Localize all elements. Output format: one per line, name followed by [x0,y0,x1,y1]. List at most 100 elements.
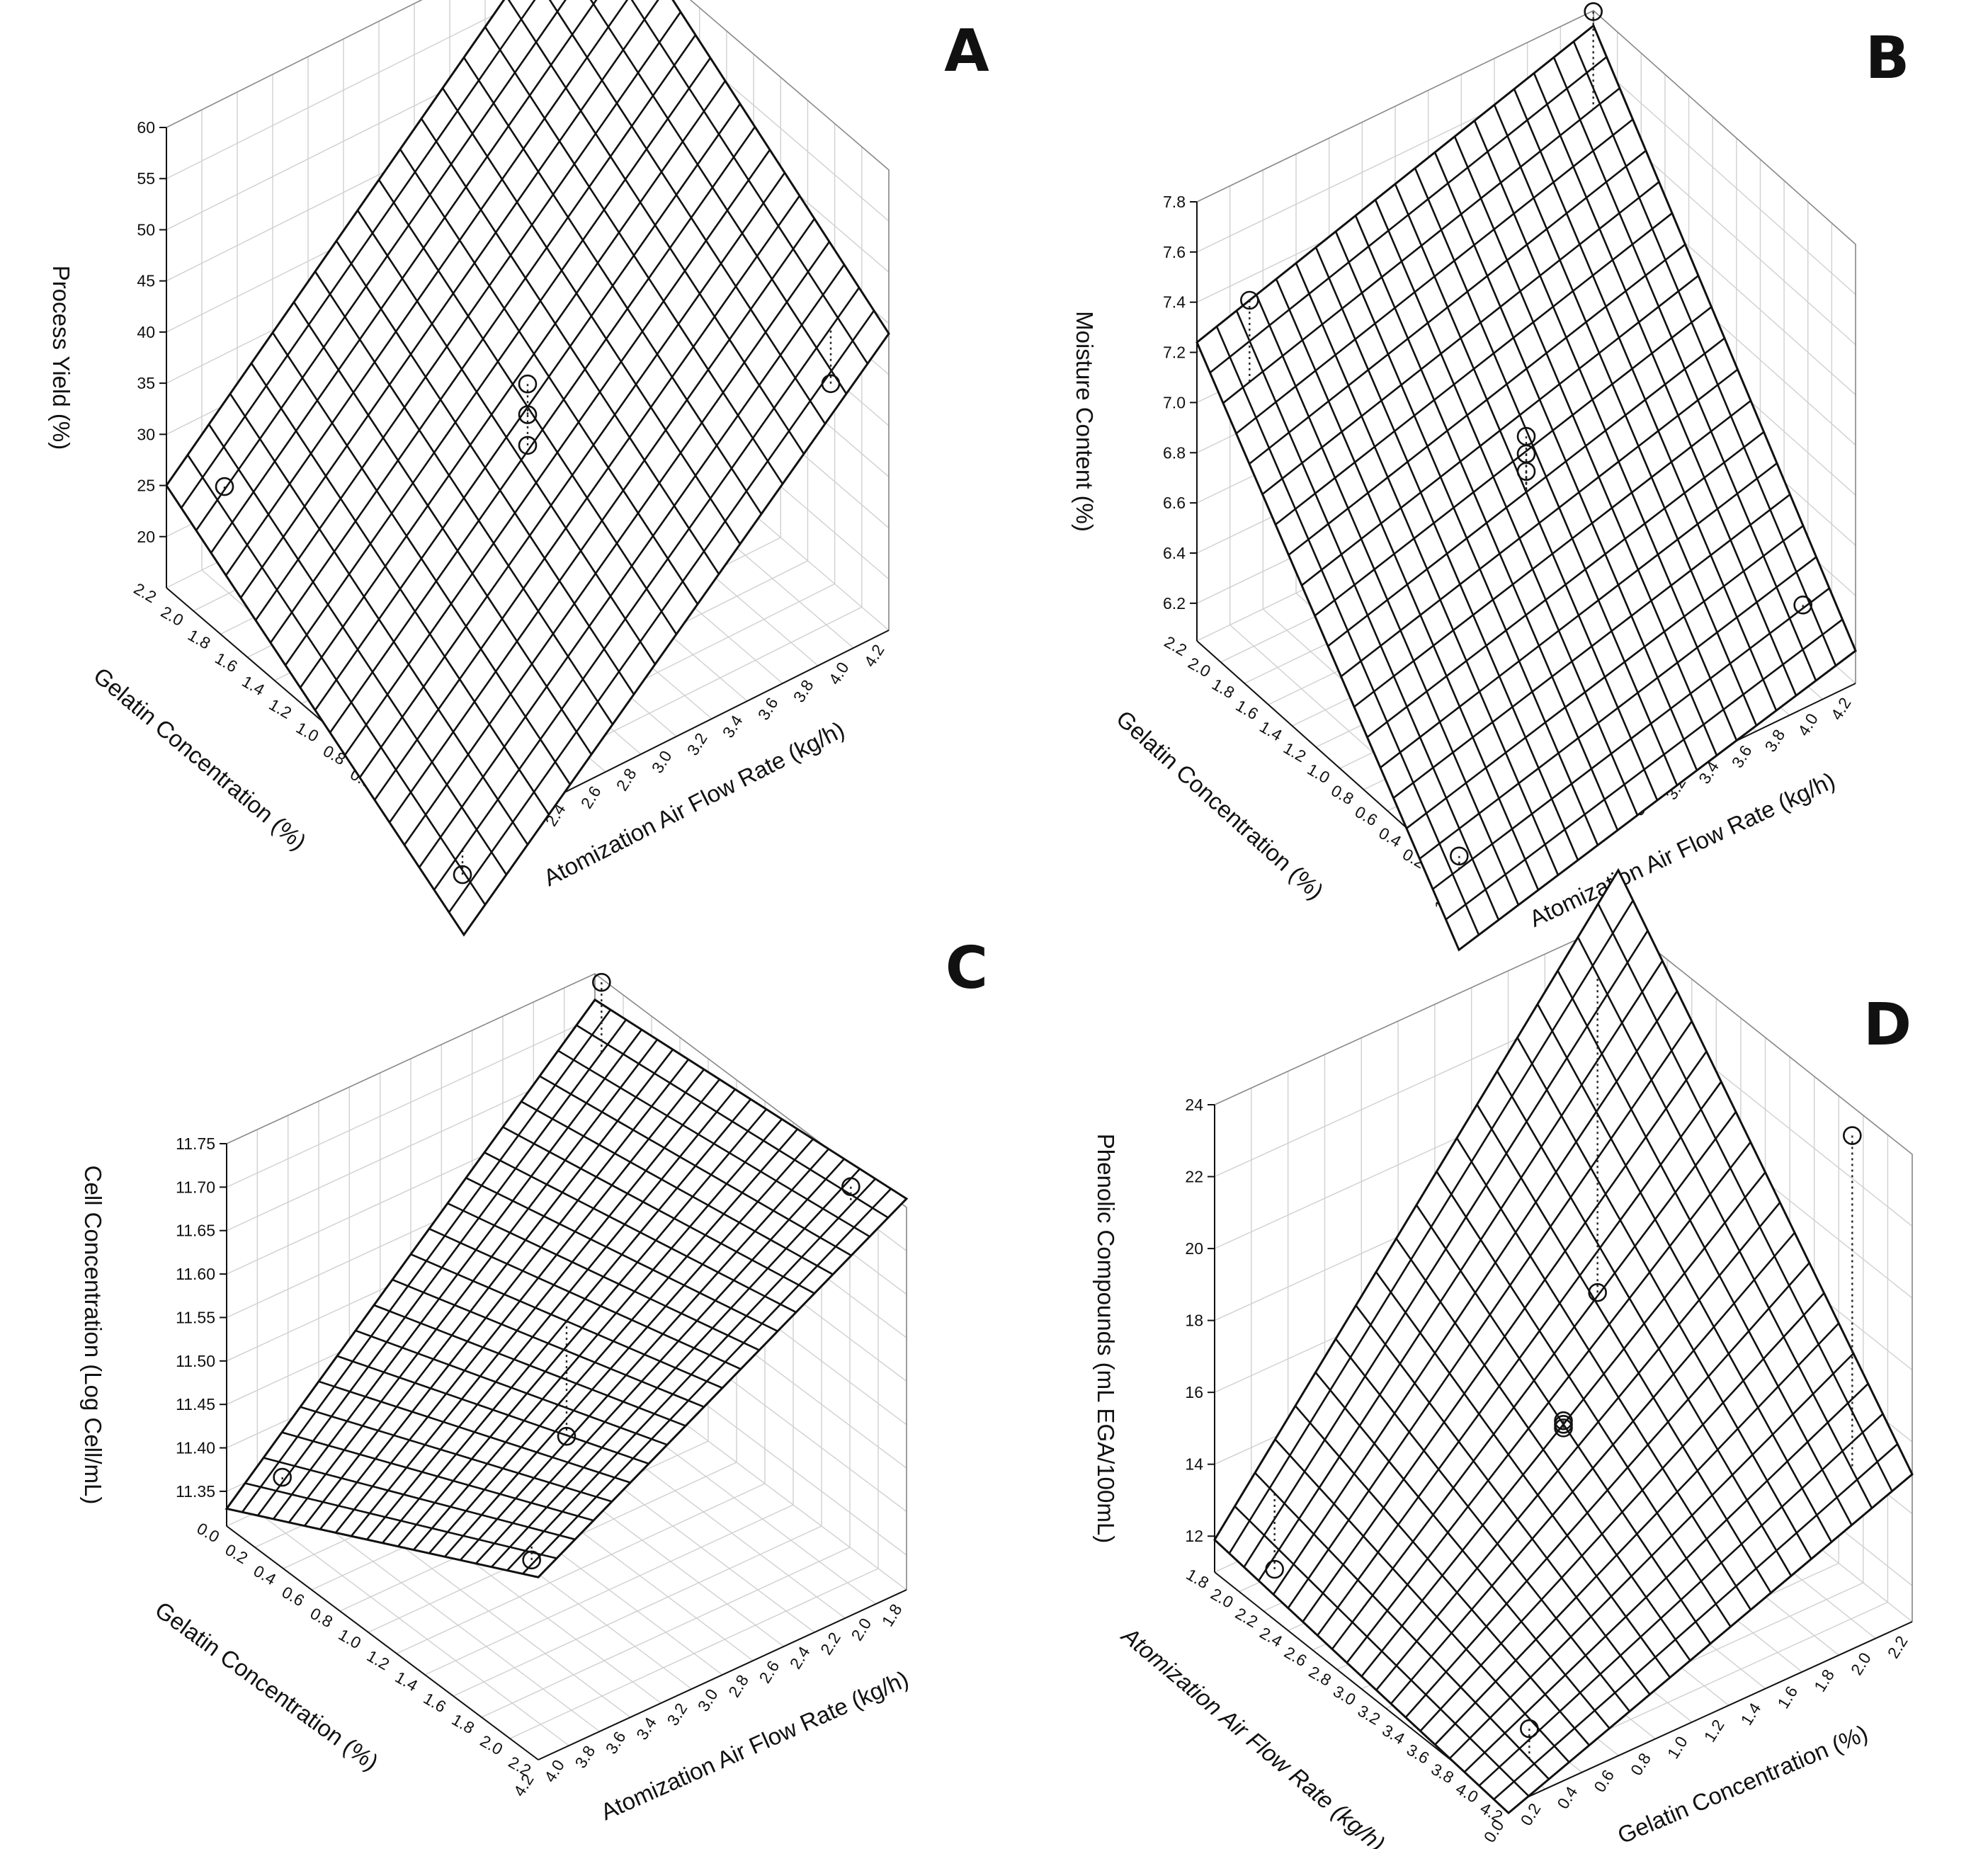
data-point [557,1426,576,1446]
z-tick-label: 14 [1185,1455,1203,1474]
floor-gridline [509,1568,879,1739]
surface-meshline [329,126,756,734]
z-tick-label: 24 [1185,1096,1203,1114]
surface-meshline [1404,1262,1810,1718]
surface-meshline [1419,556,1817,860]
data-point [1554,1418,1573,1438]
surface-meshline [491,1168,860,1568]
surface-meshline [1406,525,1804,829]
surface-meshline [272,1029,643,1520]
surface-patch [165,0,890,937]
z-tick-labels: 11.35 11.40 11.45 11.50 11.55 11.60 11.65 11.70… [176,1134,215,1501]
surface-meshline [428,1128,798,1554]
z-tick-label: 6.6 [1163,494,1186,512]
z-tick-labels: 6.2 6.4 6.6 6.8 7.0 7.2 7.4 7.6 7.8 [1163,193,1186,613]
z-tick-label: 35 [137,374,155,392]
z-tick-label: 45 [137,272,155,290]
surface-meshline [413,1118,783,1551]
design-points [1265,975,1862,1759]
z-tick-label: 11.55 [176,1308,215,1326]
surface-meshline [350,1079,721,1537]
data-point [1843,1126,1862,1145]
surface-meshline [1493,1443,1899,1800]
surface-meshline [334,1069,705,1534]
panel-label: D [1863,991,1912,1059]
surface-meshline [195,0,567,531]
data-point [1793,596,1812,615]
z-axis-title: Phenolic Compounds (mL EGA/100mL) [1093,1134,1119,1543]
z-tick-label: 30 [137,425,155,443]
surface-meshline [1392,494,1791,799]
surface-meshline [254,11,682,621]
surface-meshline [1288,244,1686,556]
surface-meshline [460,1148,829,1561]
data-point [1588,1282,1607,1302]
data-point [821,374,841,394]
z-tick-label: 60 [137,118,155,137]
data-point [522,1550,541,1570]
surface-meshline [1243,930,1649,1568]
z-tick-label: 7.2 [1163,343,1186,362]
surface-meshline [269,34,697,644]
axes [220,1143,907,1760]
surface-meshline [241,1009,612,1513]
surface-meshline [1314,306,1712,617]
z-tick-label: 11.45 [176,1395,215,1413]
data-point [453,865,472,884]
surface-meshline [1228,899,1634,1554]
surface-meshline [288,1039,659,1523]
data-point [273,1467,292,1487]
surface-meshline [1375,1202,1781,1691]
surface-meshline [373,195,801,801]
surface-meshline [448,309,875,914]
surface-meshline [358,172,786,778]
z-tick-label: 11.35 [176,1482,215,1501]
surface-meshline [1340,368,1739,678]
z-tick-label: 7.8 [1163,193,1186,211]
response-surface [165,0,890,937]
surface-meshline [1380,462,1778,768]
data-point [1265,1559,1284,1579]
surface-meshline [1258,960,1664,1581]
z-tick-label: 11.60 [176,1265,215,1283]
data-point [592,972,611,992]
z-tick-label: 50 [137,220,155,239]
surface-meshline [239,0,659,598]
surface-meshline [284,57,712,666]
data-point [1584,2,1603,21]
design-points [215,327,841,884]
surface-meshline [1449,1353,1854,1759]
surface-meshline [1261,181,1660,495]
surface-meshline [365,1088,737,1540]
surface-meshline [1434,1322,1840,1746]
data-point [1450,846,1469,866]
surface-meshline [475,1158,845,1564]
floor-gridline [424,1504,794,1676]
surface-meshline [1272,990,1679,1595]
surface-meshline [1366,431,1765,739]
z-tick-label: 20 [1185,1239,1203,1258]
z-tick-label: 25 [137,477,155,495]
floor-gridline [453,1525,822,1697]
surface-meshline [256,1019,627,1516]
surface-meshline [180,0,536,509]
design-points [273,972,860,1570]
data-point [518,436,538,455]
surface-meshline [1478,1413,1884,1787]
z-tick-label: 7.4 [1163,293,1186,312]
z-tick-label: 7.6 [1163,243,1186,261]
data-point [215,477,234,496]
floor-gridline [396,1483,766,1654]
surface-meshline [1249,149,1647,465]
z-tick-label: 12 [1185,1527,1203,1545]
z-tick-label: 11.65 [176,1222,215,1240]
surface-meshline [1346,1141,1751,1663]
surface-meshline [1331,1111,1737,1650]
z-tick-label: 40 [137,323,155,341]
z-tick-label: 20 [137,528,155,546]
axis-line [226,1525,539,1760]
z-tick-label: 11.50 [176,1352,215,1370]
axis-line [538,1589,907,1760]
surface-meshline [319,1059,690,1530]
surface-meshline [1301,275,1699,586]
